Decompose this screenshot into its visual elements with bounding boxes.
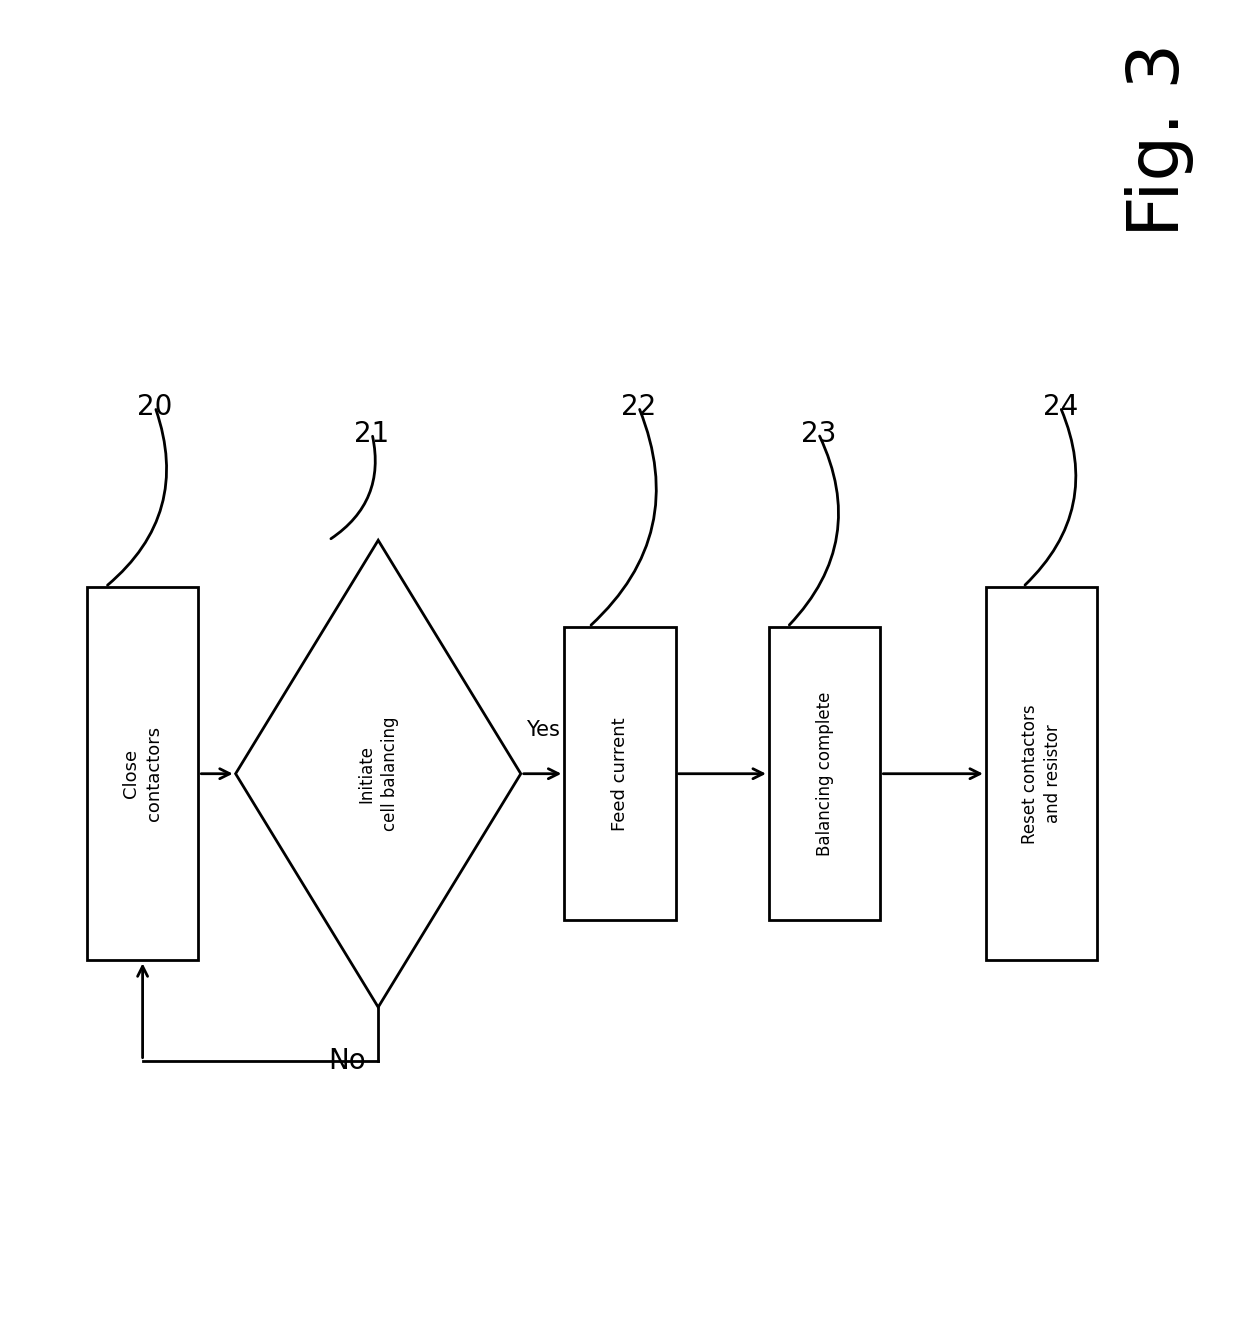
Text: Reset contactors
and resistor: Reset contactors and resistor bbox=[1021, 704, 1063, 843]
Text: 21: 21 bbox=[355, 420, 389, 447]
Text: Fig. 3: Fig. 3 bbox=[1125, 43, 1194, 237]
Text: Initiate
cell balancing: Initiate cell balancing bbox=[357, 716, 399, 831]
Bar bbox=[986, 587, 1097, 960]
Polygon shape bbox=[236, 540, 521, 1007]
Text: 22: 22 bbox=[621, 394, 656, 420]
Text: Feed current: Feed current bbox=[611, 716, 629, 831]
Bar bbox=[769, 627, 880, 920]
Text: 24: 24 bbox=[1043, 394, 1078, 420]
Text: 23: 23 bbox=[801, 420, 836, 447]
Bar bbox=[564, 627, 676, 920]
Bar bbox=[87, 587, 198, 960]
Text: Yes: Yes bbox=[526, 720, 559, 740]
Text: Balancing complete: Balancing complete bbox=[816, 691, 833, 856]
Text: Close
contactors: Close contactors bbox=[122, 726, 164, 822]
Text: No: No bbox=[329, 1047, 366, 1075]
Text: 20: 20 bbox=[138, 394, 172, 420]
